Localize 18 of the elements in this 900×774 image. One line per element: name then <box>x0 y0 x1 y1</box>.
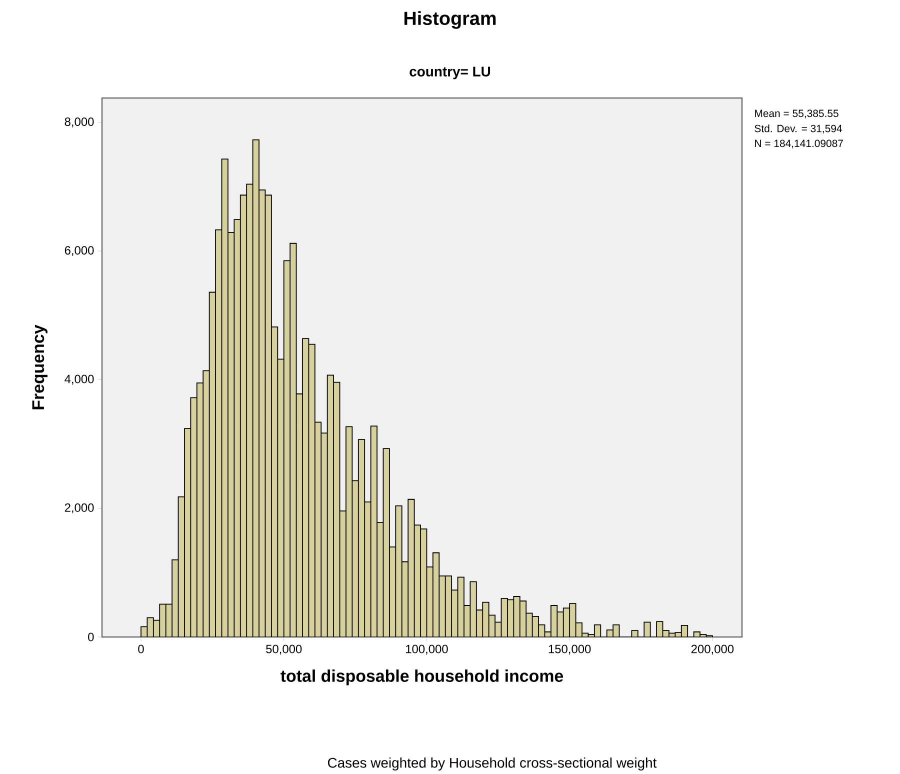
y-axis-title: Frequency <box>32 324 48 410</box>
x-tick-label: 100,000 <box>406 644 448 655</box>
x-tick-label: 0 <box>138 644 144 654</box>
y-tick-label: 4,000 <box>64 374 94 385</box>
text: Mean = 55,385.55 <box>755 110 838 118</box>
x-tick-label: 200,000 <box>691 644 734 655</box>
y-tick-label: 0 <box>88 632 94 642</box>
text: N = 184,141.09087 <box>755 140 843 148</box>
text: Std. Dev. = 31,594 <box>754 124 842 134</box>
y-tick-label: 6,000 <box>64 246 94 256</box>
text: Cases weighted by Household cross-sectional weight <box>328 758 657 771</box>
x-axis-title: total disposable household income <box>280 670 564 686</box>
x-tick-label: 150,000 <box>548 644 591 655</box>
chart-subtitle: country= LU <box>410 66 490 80</box>
y-tick-label: 2,000 <box>64 503 94 514</box>
chart-title: Histogram <box>404 11 496 29</box>
y-tick-label: 8,000 <box>64 118 94 128</box>
x-tick-label: 50,000 <box>266 644 302 655</box>
